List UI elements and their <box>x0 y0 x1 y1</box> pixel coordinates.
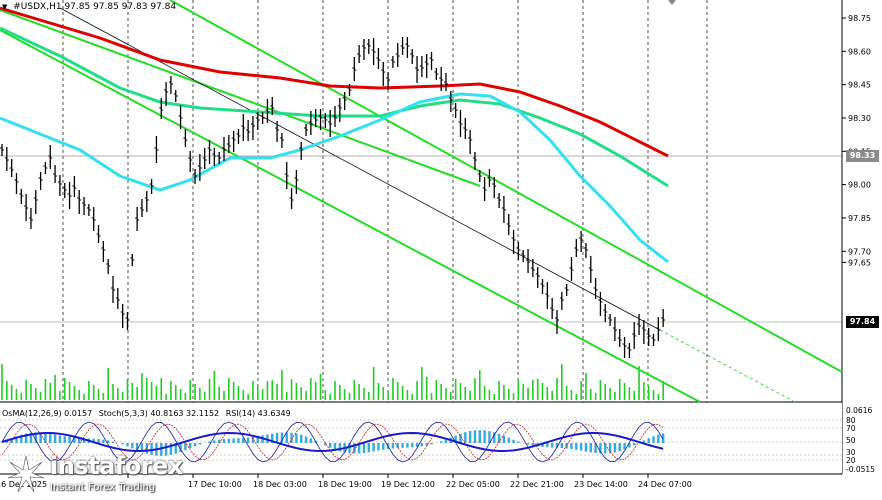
channel-lower <box>0 29 701 403</box>
stoch-label: Stoch(5,3,3) 40.8163 32.1152 <box>98 409 220 418</box>
shift-marker-icon <box>668 0 676 5</box>
channel-upper <box>169 0 843 373</box>
price-line-tag: 98.33 <box>846 150 879 162</box>
channel-lower-2 <box>0 9 481 187</box>
price-tick-label: 98.60 <box>848 47 871 56</box>
rsi-label: RSI(14) 43.6349 <box>225 409 291 418</box>
current-price-tag: 97.84 <box>846 316 879 328</box>
time-label: 18 Dec 03:00 <box>253 480 307 489</box>
time-label: 16 Dec 2025 <box>0 480 47 489</box>
brand-name: instaforex <box>50 452 183 480</box>
osc-axis-label: 0.0616 <box>846 406 872 415</box>
instaforex-logo-icon <box>7 455 45 493</box>
price-panel-bg <box>0 0 842 402</box>
time-label: 24 Dec 07:00 <box>638 480 692 489</box>
ma-cyan-line <box>0 92 669 264</box>
symbol-label: #USDX,H1 <box>13 2 62 12</box>
time-label: 22 Dec 05:00 <box>446 480 500 489</box>
regression-channel <box>0 0 843 403</box>
price-axis: 98.7598.6098.4598.3098.1598.0097.8597.70… <box>842 14 871 267</box>
time-label: 18 Dec 19:00 <box>318 480 372 489</box>
grid <box>0 0 843 475</box>
osc-axis-label: 80 <box>846 416 856 425</box>
price-tick-label: 97.65 <box>848 258 871 267</box>
osc-axis-label: 50 <box>846 436 856 445</box>
osc-axis-label: -0.0515 <box>846 465 875 474</box>
osc-axis-label: 30 <box>846 448 856 457</box>
price-tick-label: 98.30 <box>848 114 871 123</box>
ma-green-line <box>0 26 669 188</box>
osc-axis-label: 70 <box>846 424 856 433</box>
stoch-main-line <box>1 421 664 463</box>
rsi-line <box>1 432 664 453</box>
ohlc-readout: 97.85 97.85 97.83 97.84 <box>64 2 177 12</box>
price-tick-label: 98.75 <box>848 14 871 23</box>
osc-axis-label: 20 <box>846 456 856 465</box>
volume-bars <box>1 364 664 400</box>
channel-mid <box>59 7 661 331</box>
brand-tagline: Instant Forex Trading <box>50 482 156 493</box>
time-axis: 16 Dec 2025 17 Dec 10:00 18 Dec 03:00 18 De… <box>0 474 692 489</box>
price-bars <box>0 37 666 358</box>
chart-header: ▼ #USDX,H1 97.85 97.85 97.83 97.84 <box>0 0 176 14</box>
price-tick-label: 98.00 <box>848 181 871 190</box>
osma-label: OsMA(12,26,9) 0.0157 <box>2 409 93 418</box>
oscillator-header: OsMA(12,26,9) 0.0157 Stoch(5,3,3) 40.816… <box>0 408 295 419</box>
time-label: 19 Dec 12:00 <box>381 480 435 489</box>
osc-bg <box>0 403 842 473</box>
time-label: 17 Dec 10:00 <box>188 480 242 489</box>
moving-averages <box>0 6 669 264</box>
price-tick-label: 97.85 <box>848 214 871 223</box>
time-label: 23 Dec 14:00 <box>574 480 628 489</box>
instaforex-logo: instaforex Instant Forex Trading <box>4 452 183 496</box>
dropdown-arrow-icon[interactable]: ▼ <box>2 3 8 11</box>
time-label: 22 Dec 21:00 <box>510 480 564 489</box>
ma-red-line <box>0 6 669 158</box>
channel-mid-projection <box>659 329 796 403</box>
price-tick-label: 98.45 <box>848 81 871 90</box>
price-tick-label: 97.70 <box>848 247 871 256</box>
